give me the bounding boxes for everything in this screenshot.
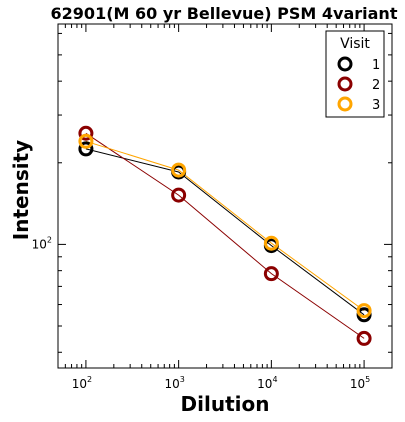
legend-entry-3: 3 [372, 98, 380, 113]
chart-title: 62901(M 60 yr Bellevue) PSM 4variant [51, 4, 398, 23]
legend-entry-1: 1 [372, 58, 380, 73]
x-tick-label: 103 [164, 375, 184, 391]
legend: Visit 1 2 3 [326, 31, 384, 117]
legend-entry-2: 2 [372, 78, 380, 93]
x-tick-label: 105 [350, 375, 370, 391]
series-1-line [86, 149, 364, 315]
y-tick-label: 102 [32, 235, 52, 251]
series-2-line [86, 133, 364, 338]
legend-title: Visit [340, 36, 370, 52]
x-tick-label: 104 [257, 375, 277, 391]
series-layer [80, 127, 370, 344]
x-axis-label: Dilution [181, 392, 270, 416]
y-axis-label: Intensity [9, 140, 33, 240]
series-3-line [86, 141, 364, 310]
x-tick-label: 102 [72, 375, 92, 391]
